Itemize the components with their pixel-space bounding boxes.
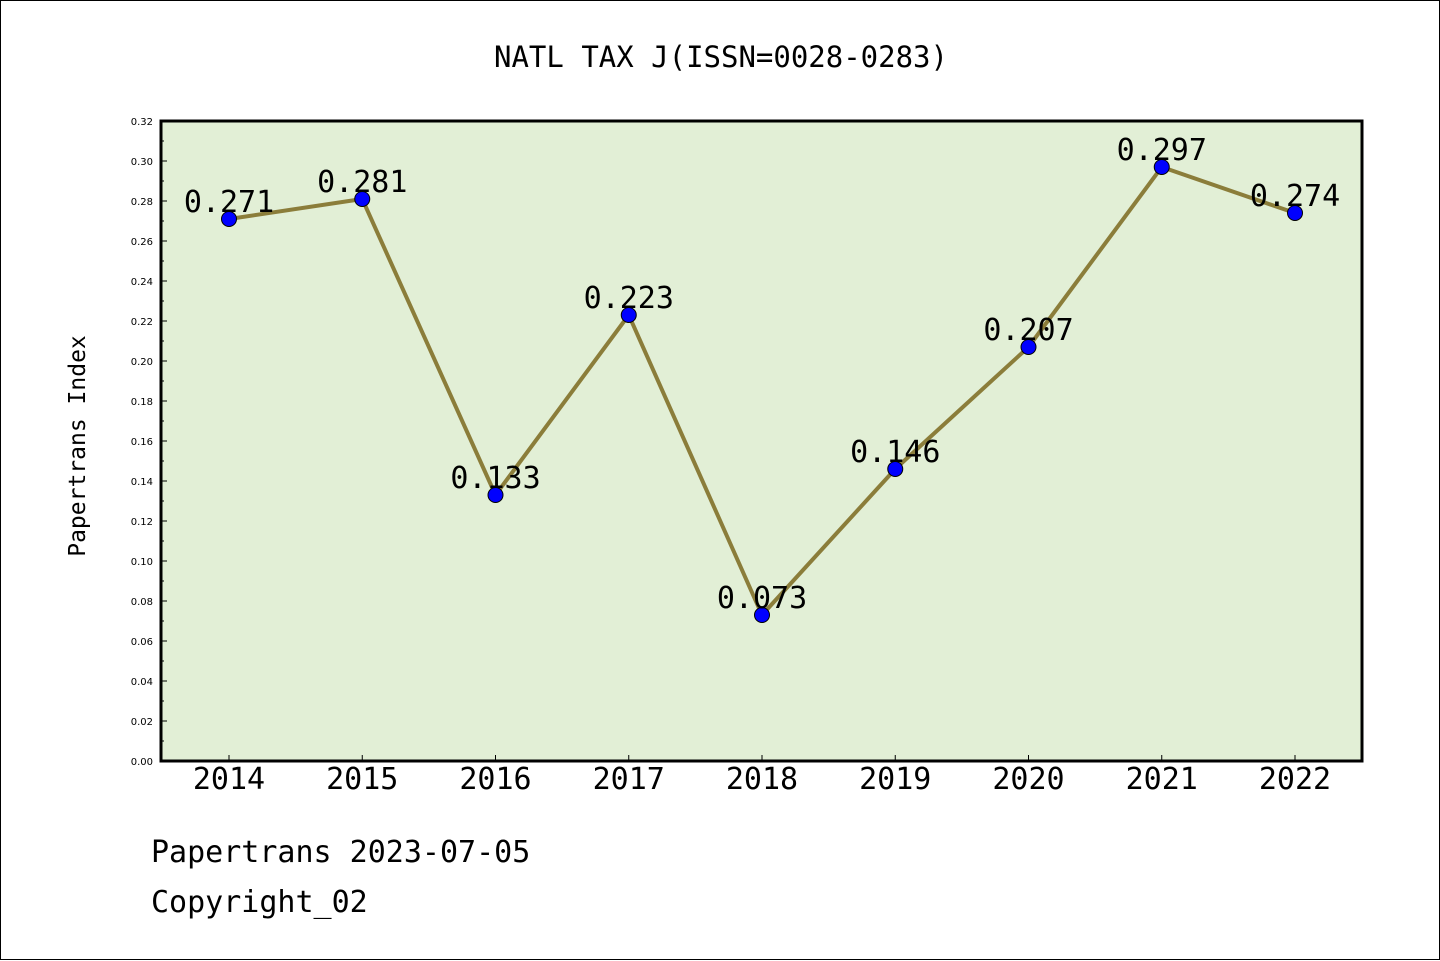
- y-tick-label: 0.22: [131, 317, 153, 328]
- data-label: 0.133: [450, 461, 540, 496]
- chart-title: NATL TAX J(ISSN=0028-0283): [494, 40, 948, 74]
- data-point: [1020, 339, 1037, 355]
- data-label: 0.274: [1250, 179, 1340, 214]
- y-tick-label: 0.16: [131, 437, 153, 448]
- y-tick-label: 0.10: [131, 557, 153, 568]
- data-point: [1153, 159, 1170, 175]
- series-group: 0.271 0.281 0.133 0.223 0.073 0.146 0.207 0.297…: [184, 133, 1340, 623]
- y-tick-label: 0.20: [131, 357, 153, 368]
- y-tick-label: 0.18: [131, 397, 153, 408]
- data-point: [1287, 205, 1303, 221]
- data-point: [887, 461, 904, 477]
- data-label: 0.073: [717, 581, 807, 616]
- x-tick-label: 2021: [1126, 762, 1198, 797]
- x-tick-label: 2022: [1259, 762, 1331, 797]
- data-label: 0.223: [584, 281, 674, 316]
- data-point: [221, 211, 237, 227]
- x-tick-label: 2014: [193, 762, 265, 797]
- y-tick-label: 0.02: [131, 717, 153, 728]
- data-label: 0.297: [1117, 133, 1207, 168]
- y-tick-label: 0.08: [131, 597, 153, 608]
- data-point: [487, 487, 504, 503]
- y-axis-label: Papertrans Index: [65, 335, 91, 557]
- x-tick-label: 2016: [459, 762, 531, 797]
- footer-date: Papertrans 2023-07-05: [151, 835, 531, 870]
- plot-area: [159, 119, 1364, 763]
- y-tick-label: 0.30: [131, 157, 153, 168]
- data-label: 0.271: [184, 185, 274, 220]
- y-tick-label: 0.04: [131, 677, 153, 688]
- data-point: [354, 191, 371, 207]
- x-tick-label: 2017: [593, 762, 665, 797]
- y-tick-label: 0.28: [131, 197, 153, 208]
- footer-copyright: Copyright_02: [151, 885, 368, 920]
- x-tick-label: 2018: [726, 762, 798, 797]
- data-label: 0.146: [850, 435, 940, 470]
- x-tick-label: 2019: [859, 762, 931, 797]
- y-tick-label: 0.14: [131, 477, 153, 488]
- y-tick-label: 0.32: [131, 117, 153, 128]
- x-tick-label: 2015: [326, 762, 398, 797]
- y-tick-label: 0.12: [131, 517, 153, 528]
- y-tick-label: 0.24: [131, 277, 153, 288]
- data-point: [754, 607, 770, 623]
- data-label: 0.207: [983, 313, 1073, 348]
- data-point: [620, 307, 637, 323]
- y-tick-label: 0.26: [131, 237, 153, 248]
- y-tick-label: 0.00: [131, 757, 153, 768]
- x-axis: 2014 2015 2016 2017 2018 2019 2020 2021 2022: [193, 755, 1331, 797]
- y-axis: 0.00 0.02 0.04 0.06 0.08 0.10 0.12 0.14 0.16 0.18…: [131, 117, 167, 768]
- y-tick-label: 0.06: [131, 637, 153, 648]
- x-tick-label: 2020: [992, 762, 1064, 797]
- data-label: 0.281: [317, 165, 407, 200]
